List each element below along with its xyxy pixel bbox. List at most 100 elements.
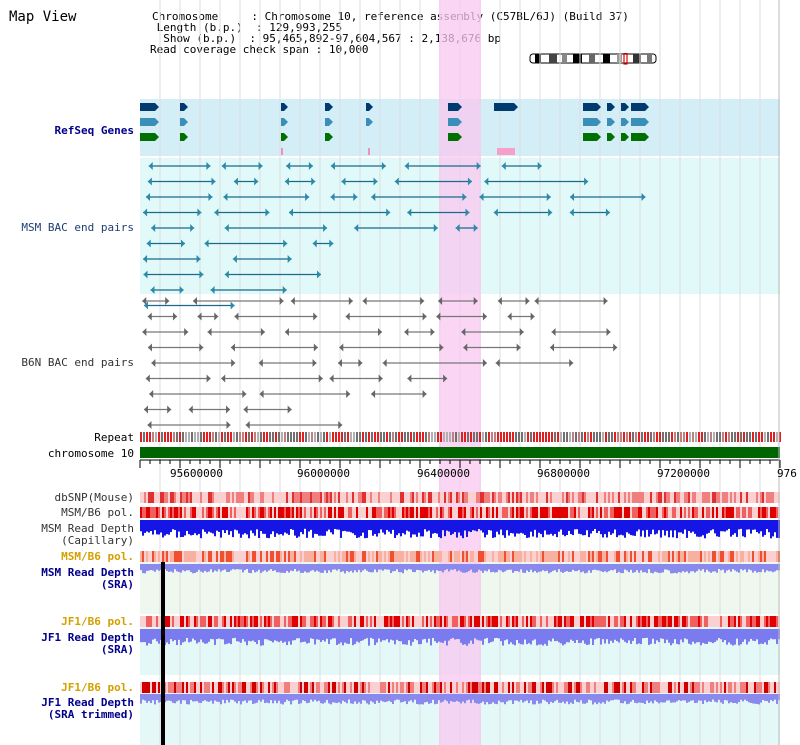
read-depth-bar xyxy=(594,629,596,640)
read-depth-bar xyxy=(270,564,272,570)
read-depth-bar xyxy=(710,629,712,643)
polymorphism-cell xyxy=(236,682,238,693)
polymorphism-cell xyxy=(322,492,324,503)
track-label-dbsnp[interactable]: dbSNP(Mouse) xyxy=(54,491,134,504)
read-depth-bar xyxy=(472,564,474,573)
polymorphism-cell xyxy=(564,551,566,562)
repeat-element xyxy=(758,432,760,442)
read-depth-bar xyxy=(454,520,456,533)
read-depth-bar xyxy=(338,564,340,570)
track-label-jf1-depth-trimmed[interactable]: JF1 Read Depth xyxy=(41,696,134,709)
track-label-repeat[interactable]: Repeat xyxy=(94,431,134,444)
read-depth-bar xyxy=(190,520,192,536)
polymorphism-cell xyxy=(210,507,212,518)
polymorphism-cell xyxy=(314,507,316,518)
read-depth-bar xyxy=(630,520,632,536)
read-depth-bar xyxy=(546,564,548,571)
track-label-msm-b6-pol-2[interactable]: MSM/B6 pol. xyxy=(61,550,134,563)
read-depth-bar xyxy=(240,520,242,538)
polymorphism-cell xyxy=(760,616,762,627)
repeat-element xyxy=(194,432,196,442)
repeat-element xyxy=(182,432,184,442)
polymorphism-cell xyxy=(236,492,238,503)
polymorphism-cell xyxy=(258,616,260,627)
track-label-msm-bac[interactable]: MSM BAC end pairs xyxy=(21,221,134,234)
chromosome-bar[interactable] xyxy=(140,447,780,458)
read-depth-bar xyxy=(532,564,534,573)
polymorphism-cell xyxy=(212,492,214,503)
read-depth-bar xyxy=(740,520,742,529)
read-depth-bar xyxy=(668,520,670,538)
bac-end-marker xyxy=(430,328,435,336)
polymorphism-cell xyxy=(360,616,362,627)
polymorphism-cell xyxy=(566,682,568,693)
read-depth-bar xyxy=(140,694,142,704)
polymorphism-cell xyxy=(544,551,546,562)
read-depth-bar xyxy=(368,520,370,531)
read-depth-bar xyxy=(286,564,288,571)
read-depth-bar xyxy=(476,694,478,704)
bac-end-marker xyxy=(341,177,346,186)
track-label-chromosome[interactable]: chromosome 10 xyxy=(47,447,134,460)
read-depth-bar xyxy=(530,629,532,645)
track-label-jf1-b6-pol-2[interactable]: JF1/B6 pol. xyxy=(61,681,134,694)
read-depth-bar xyxy=(196,629,198,644)
polymorphism-cell xyxy=(580,616,582,627)
bac-end-marker xyxy=(231,359,236,367)
polymorphism-cell xyxy=(664,616,666,627)
polymorphism-cell xyxy=(704,492,706,503)
polymorphism-cell xyxy=(358,616,360,627)
bac-end-marker xyxy=(318,374,323,383)
polymorphism-cell xyxy=(616,551,618,562)
polymorphism-cell xyxy=(272,682,274,693)
read-depth-bar xyxy=(318,694,320,701)
read-depth-bar xyxy=(316,694,318,702)
repeat-element xyxy=(764,432,766,442)
track-label-msm-b6-pol[interactable]: MSM/B6 pol. xyxy=(61,506,134,519)
read-depth-bar xyxy=(492,564,494,572)
polymorphism-cell xyxy=(376,507,378,518)
read-depth-bar xyxy=(172,629,174,642)
read-depth-bar xyxy=(736,629,738,639)
read-depth-bar xyxy=(144,694,146,701)
polymorphism-cell xyxy=(352,551,354,562)
polymorphism-cell xyxy=(534,507,536,518)
read-depth-bar xyxy=(220,694,222,705)
read-depth-bar xyxy=(460,629,462,643)
polymorphism-cell xyxy=(196,507,198,518)
repeat-element xyxy=(269,432,271,442)
read-depth-bar xyxy=(270,694,272,701)
read-depth-bar xyxy=(666,694,668,701)
track-label-jf1-depth-sra[interactable]: JF1 Read Depth xyxy=(41,631,134,644)
polymorphism-cell xyxy=(228,507,230,518)
read-depth-bar xyxy=(536,694,538,701)
polymorphism-cell xyxy=(708,682,710,693)
polymorphism-cell xyxy=(552,551,554,562)
gene-feature xyxy=(325,103,333,111)
chromosome-ideogram[interactable] xyxy=(529,53,659,65)
track-label-msm-depth-capillary[interactable]: MSM Read Depth xyxy=(41,522,134,535)
polymorphism-cell xyxy=(188,616,190,627)
polymorphism-cell xyxy=(436,507,438,518)
polymorphism-cell xyxy=(520,492,522,503)
read-depth-bar xyxy=(672,629,674,644)
track-label-jf1-b6-pol[interactable]: JF1/B6 pol. xyxy=(61,615,134,628)
read-depth-bar xyxy=(262,629,264,646)
track-label-b6n-bac[interactable]: B6N BAC end pairs xyxy=(21,356,134,369)
read-depth-bar xyxy=(518,629,520,644)
read-depth-bar xyxy=(422,694,424,705)
polymorphism-cell xyxy=(220,507,222,518)
read-depth-bar xyxy=(464,564,466,573)
bac-end-marker xyxy=(353,193,358,201)
track-label-msm-depth-sra[interactable]: MSM Read Depth xyxy=(41,566,134,579)
polymorphism-cell xyxy=(654,616,656,627)
track-label-refseq[interactable]: RefSeq Genes xyxy=(54,124,134,137)
read-depth-bar xyxy=(568,694,570,705)
polymorphism-cell xyxy=(594,492,596,503)
read-depth-bar xyxy=(724,520,726,532)
read-depth-bar xyxy=(518,520,520,534)
polymorphism-cell xyxy=(742,492,744,503)
polymorphism-cell xyxy=(762,492,764,503)
read-depth-bar xyxy=(198,629,200,643)
